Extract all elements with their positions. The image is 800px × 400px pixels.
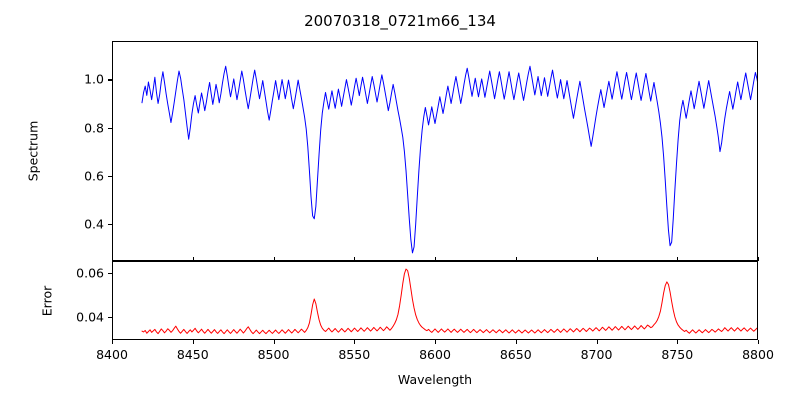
x-tick-mark [758,340,760,344]
x-tick-mark [677,340,679,344]
x-tick-label: 8600 [419,347,451,362]
x-tick-label: 8500 [257,347,290,362]
spectrum-x-tick-mark [677,257,679,261]
spectrum-plot-area [113,42,757,260]
spectrum-x-tick-mark [112,257,114,261]
error-ytick-label: 0.06 [76,265,104,281]
spectrum-line [142,66,757,253]
error-y-axis-label: Error [39,285,55,317]
x-tick-mark [596,340,598,344]
spectrum-ytick-label: 1.0 [84,71,104,87]
x-tick-label: 8800 [742,347,774,362]
spectrum-ytick-mark [108,223,112,225]
x-tick-mark [112,340,114,344]
error-plot-area [113,262,757,339]
x-tick-mark [435,340,437,344]
spectrum-panel [112,41,758,261]
spectrum-ytick-mark [108,79,112,81]
spectrum-x-tick-mark [273,257,275,261]
x-tick-mark [273,340,275,344]
spectrum-ytick-mark [108,175,112,177]
spectrum-ytick-mark [108,127,112,129]
x-tick-mark [515,340,517,344]
x-tick-label: 8750 [661,347,694,362]
spectrum-x-tick-mark [192,257,194,261]
spectrum-y-axis-label: Spectrum [25,120,41,182]
spectrum-x-tick-mark [354,257,356,261]
x-tick-label: 8650 [499,347,532,362]
x-axis-label: Wavelength [397,372,473,387]
spectrum-ytick-label: 0.6 [84,168,104,184]
error-line [142,269,757,335]
spectrum-x-tick-mark [596,257,598,261]
spectrum-x-tick-mark [515,257,517,261]
x-tick-mark [354,340,356,344]
spectrum-x-tick-mark [758,257,760,261]
spectrum-ytick-label: 0.4 [84,216,104,232]
error-ytick-label: 0.04 [76,309,104,325]
error-ytick-mark [108,273,112,275]
error-panel [112,261,758,340]
x-tick-label: 8700 [580,347,613,362]
spectrum-x-tick-mark [435,257,437,261]
page-title: 20070318_0721m66_134 [304,12,496,30]
error-ytick-mark [108,316,112,319]
x-tick-label: 8550 [338,347,371,362]
spectrum-ytick-label: 0.8 [84,120,104,136]
x-tick-mark [192,340,194,344]
x-tick-label: 8450 [176,347,209,362]
x-tick-label: 8400 [96,347,128,362]
